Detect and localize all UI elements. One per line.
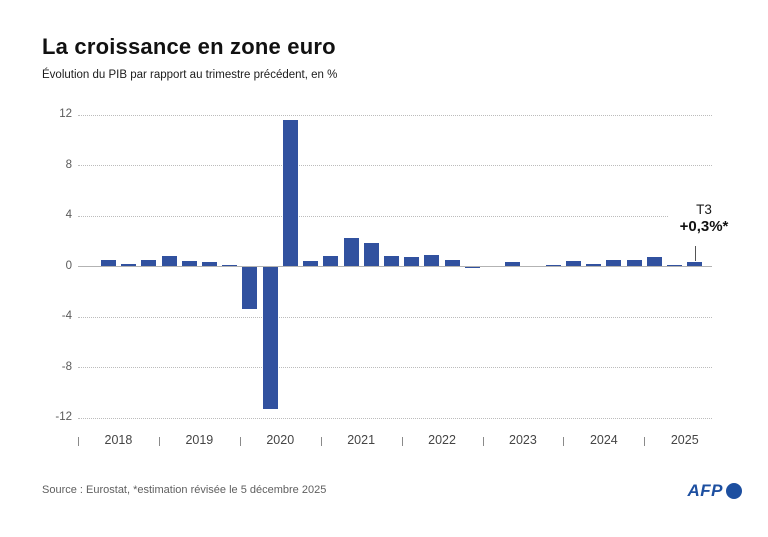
bar-2025-T2 xyxy=(667,264,683,267)
bar-2025-T1 xyxy=(646,257,662,267)
y-axis-tick-label: -8 xyxy=(61,360,72,373)
bar-2021-T1 xyxy=(323,256,339,267)
bar-2018-T2 xyxy=(100,259,116,267)
bar-2024-T2 xyxy=(586,263,602,267)
bar-2022-T1 xyxy=(404,257,420,267)
bar-2023-T2 xyxy=(505,262,521,267)
bar-2020-T2 xyxy=(262,267,278,409)
chart-title: La croissance en zone euro xyxy=(42,34,336,59)
bar-2021-T3 xyxy=(363,243,379,267)
bar-2019-T3 xyxy=(201,262,217,267)
x-axis-year-label: 2018 xyxy=(104,433,133,447)
bar-2018-T3 xyxy=(121,263,137,267)
gridline-y--4 xyxy=(78,316,712,318)
y-axis-tick-label: 12 xyxy=(59,108,72,121)
gridline-y-8 xyxy=(78,165,712,167)
bar-2020-T1 xyxy=(242,267,258,309)
bar-2019-T1 xyxy=(161,256,177,267)
x-axis-year-label: 2022 xyxy=(428,433,456,447)
chart-subtitle: Évolution du PIB par rapport au trimestr… xyxy=(42,69,338,81)
afp-logo-text: AFP xyxy=(687,481,723,500)
gridline-y--8 xyxy=(78,367,712,369)
bar-2019-T4 xyxy=(222,264,238,267)
x-axis-year-label: 2024 xyxy=(589,433,618,447)
gridline-y-4 xyxy=(78,215,712,217)
y-axis-tick-label: -12 xyxy=(55,411,72,424)
bar-2022-T4 xyxy=(464,267,480,269)
x-axis-tick xyxy=(563,437,565,446)
x-axis-tick xyxy=(482,437,484,446)
bar-2024-T1 xyxy=(566,261,581,267)
bar-2022-T2 xyxy=(424,254,440,267)
annotation-leader-line xyxy=(695,246,696,261)
x-axis-tick xyxy=(158,437,160,446)
bar-2021-T2 xyxy=(343,238,359,267)
gridline-y-12 xyxy=(78,114,712,116)
bar-2020-T3 xyxy=(282,119,298,267)
y-axis-tick-label: -4 xyxy=(61,310,72,323)
bar-2023-T4 xyxy=(545,264,561,267)
gridline-y--12 xyxy=(78,417,712,419)
bar-2025-T3 xyxy=(687,262,703,267)
bar-2021-T4 xyxy=(383,256,399,267)
x-axis-year-label: 2021 xyxy=(347,433,376,447)
bar-2019-T2 xyxy=(181,261,197,267)
source-caption: Source : Eurostat, *estimation révisée l… xyxy=(42,484,327,496)
y-axis-tick-label: 0 xyxy=(65,259,72,272)
afp-logo: AFP xyxy=(687,481,742,501)
x-axis-year-label: 2019 xyxy=(185,433,214,447)
bar-2018-T4 xyxy=(141,259,157,267)
annotation-quarter-label: T3 xyxy=(696,202,712,217)
x-axis-year-label: 2023 xyxy=(509,433,537,447)
bar-2022-T3 xyxy=(444,259,460,267)
x-axis-tick xyxy=(78,437,79,446)
y-axis-tick-label: 4 xyxy=(65,209,72,222)
annotation-value-label: +0,3%* xyxy=(679,218,729,235)
x-axis-year-label: 2025 xyxy=(670,433,699,447)
zero-axis-line xyxy=(78,266,712,268)
afp-logo-circle-icon xyxy=(726,483,742,499)
bar-2020-T4 xyxy=(303,261,319,267)
last-value-annotation: T3 +0,3%* xyxy=(668,202,740,235)
x-axis-tick xyxy=(239,437,241,446)
bar-2024-T4 xyxy=(626,259,642,267)
x-axis-tick xyxy=(644,437,646,446)
x-axis-tick xyxy=(401,437,403,446)
bar-2024-T3 xyxy=(606,259,622,267)
x-axis-year-label: 2020 xyxy=(266,433,295,447)
x-axis-tick xyxy=(320,437,322,446)
y-axis-tick-label: 8 xyxy=(65,158,72,171)
